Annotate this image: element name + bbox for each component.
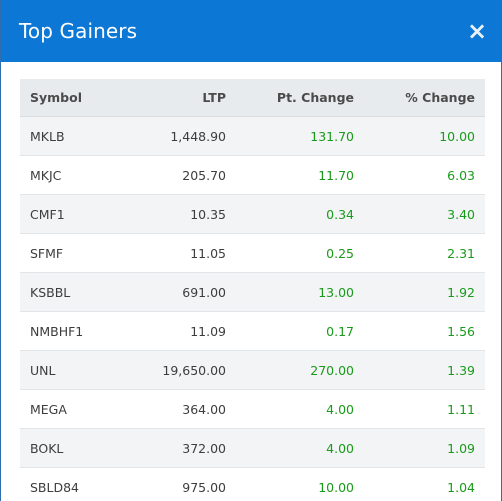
cell-pct-change: 1.04 [354, 467, 485, 501]
table-row[interactable]: CMF1 10.35 0.34 3.40 [20, 194, 485, 234]
cell-pct-change: 1.11 [354, 389, 485, 429]
table-row[interactable]: NMBHF1 11.09 0.17 1.56 [20, 311, 485, 351]
cell-ltp: 691.00 [128, 272, 226, 312]
cell-ltp: 19,650.00 [128, 350, 226, 390]
cell-pct-change: 10.00 [354, 116, 485, 156]
cell-pt-change: 4.00 [226, 389, 354, 429]
table-row[interactable]: MKLB 1,448.90 131.70 10.00 [20, 116, 485, 156]
cell-pt-change: 10.00 [226, 467, 354, 501]
table-body: MKLB 1,448.90 131.70 10.00 MKJC 205.70 1… [20, 116, 485, 501]
cell-pt-change: 0.17 [226, 311, 354, 351]
cell-ltp: 11.09 [128, 311, 226, 351]
cell-symbol[interactable]: KSBBL [20, 272, 128, 312]
cell-pct-change: 1.09 [354, 428, 485, 468]
column-header-pt-change[interactable]: Pt. Change [226, 79, 354, 117]
cell-pt-change: 131.70 [226, 116, 354, 156]
cell-pct-change: 1.92 [354, 272, 485, 312]
column-header-pct-change[interactable]: % Change [354, 79, 485, 117]
cell-ltp: 205.70 [128, 155, 226, 195]
cell-symbol[interactable]: SFMF [20, 233, 128, 273]
modal-header: Top Gainers × [1, 0, 501, 62]
cell-pt-change: 0.34 [226, 194, 354, 234]
cell-ltp: 11.05 [128, 233, 226, 273]
cell-symbol[interactable]: BOKL [20, 428, 128, 468]
cell-pct-change: 1.56 [354, 311, 485, 351]
table-row[interactable]: UNL 19,650.00 270.00 1.39 [20, 350, 485, 390]
cell-symbol[interactable]: MKLB [20, 116, 128, 156]
column-header-ltp[interactable]: LTP [128, 79, 226, 117]
cell-ltp: 364.00 [128, 389, 226, 429]
cell-pct-change: 1.39 [354, 350, 485, 390]
table-row[interactable]: MEGA 364.00 4.00 1.11 [20, 389, 485, 429]
cell-pt-change: 4.00 [226, 428, 354, 468]
table-row[interactable]: KSBBL 691.00 13.00 1.92 [20, 272, 485, 312]
column-header-symbol[interactable]: Symbol [20, 79, 128, 117]
cell-pt-change: 270.00 [226, 350, 354, 390]
cell-ltp: 975.00 [128, 467, 226, 501]
table-header: Symbol LTP Pt. Change % Change [20, 79, 485, 117]
cell-pt-change: 13.00 [226, 272, 354, 312]
cell-ltp: 10.35 [128, 194, 226, 234]
table-row[interactable]: SFMF 11.05 0.25 2.31 [20, 233, 485, 273]
cell-symbol[interactable]: NMBHF1 [20, 311, 128, 351]
cell-pct-change: 2.31 [354, 233, 485, 273]
cell-symbol[interactable]: SBLD84 [20, 467, 128, 501]
table-row[interactable]: BOKL 372.00 4.00 1.09 [20, 428, 485, 468]
gainers-table: Symbol LTP Pt. Change % Change MKLB 1,44… [20, 79, 485, 501]
cell-pct-change: 3.40 [354, 194, 485, 234]
cell-symbol[interactable]: MEGA [20, 389, 128, 429]
cell-symbol[interactable]: UNL [20, 350, 128, 390]
cell-symbol[interactable]: CMF1 [20, 194, 128, 234]
cell-symbol[interactable]: MKJC [20, 155, 128, 195]
cell-pt-change: 0.25 [226, 233, 354, 273]
cell-pt-change: 11.70 [226, 155, 354, 195]
table-row[interactable]: MKJC 205.70 11.70 6.03 [20, 155, 485, 195]
cell-pct-change: 6.03 [354, 155, 485, 195]
table-row[interactable]: SBLD84 975.00 10.00 1.04 [20, 467, 485, 501]
gainers-table-container: Symbol LTP Pt. Change % Change MKLB 1,44… [20, 79, 485, 501]
modal-title: Top Gainers [19, 19, 138, 43]
close-icon[interactable]: × [467, 17, 488, 45]
cell-ltp: 1,448.90 [128, 116, 226, 156]
cell-ltp: 372.00 [128, 428, 226, 468]
table-header-row: Symbol LTP Pt. Change % Change [20, 79, 485, 117]
